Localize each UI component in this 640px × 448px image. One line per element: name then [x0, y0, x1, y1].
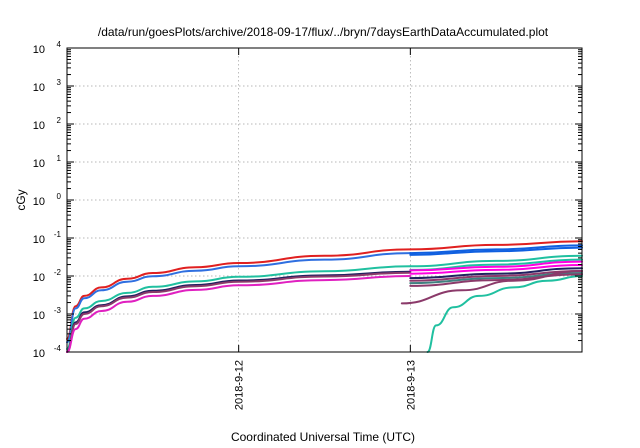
y-tick-label: 10 — [33, 158, 45, 170]
x-axis-label: Coordinated Universal Time (UTC) — [231, 430, 415, 444]
series-line — [409, 264, 583, 275]
chart-title: /data/run/goesPlots/archive/2018-09-17/f… — [98, 25, 549, 39]
series-line — [409, 246, 583, 256]
y-tick-exponent: -4 — [54, 344, 62, 353]
y-tick-exponent: 2 — [57, 116, 62, 125]
y-tick-exponent: 3 — [57, 78, 62, 87]
series-line — [409, 267, 583, 280]
series-line — [409, 273, 583, 287]
series-line — [66, 275, 412, 353]
grid — [67, 48, 582, 352]
series-layer — [66, 240, 583, 353]
y-tick-label: 10 — [33, 272, 45, 284]
series-line — [409, 270, 583, 282]
series-line — [66, 252, 412, 344]
series-line — [409, 260, 583, 272]
series-line — [409, 254, 583, 268]
y-tick-label: 10 — [33, 120, 45, 132]
y-tick-label: 10 — [33, 44, 45, 56]
y-tick-exponent: 4 — [57, 40, 62, 49]
series-line — [426, 275, 583, 353]
series-line — [400, 270, 583, 305]
y-axis: 10 -4 10 -3 10 -2 10 -1 10 0 10 1 10 2 10 3 10 4 — [33, 40, 582, 360]
series-line — [409, 240, 583, 251]
y-tick-exponent: 1 — [57, 154, 62, 163]
y-tick-label: 10 — [33, 196, 45, 208]
series-line — [66, 265, 412, 350]
series-line — [409, 244, 583, 255]
y-tick-exponent: 0 — [57, 192, 62, 201]
series-line — [66, 248, 412, 340]
y-tick-exponent: -3 — [54, 306, 62, 315]
x-tick-label: 2018-9-12 — [234, 360, 246, 410]
y-axis-label: cGy — [14, 189, 28, 210]
y-tick-label: 10 — [33, 234, 45, 246]
y-tick-exponent: -1 — [54, 230, 62, 239]
y-tick-label: 10 — [33, 82, 45, 94]
y-tick-label: 10 — [33, 310, 45, 322]
series-line — [66, 271, 412, 353]
x-tick-label: 2018-9-13 — [405, 360, 417, 410]
y-tick-label: 10 — [33, 348, 45, 360]
x-axis: 2018-9-12 2018-9-13 — [234, 48, 417, 410]
y-tick-exponent: -2 — [54, 268, 62, 277]
